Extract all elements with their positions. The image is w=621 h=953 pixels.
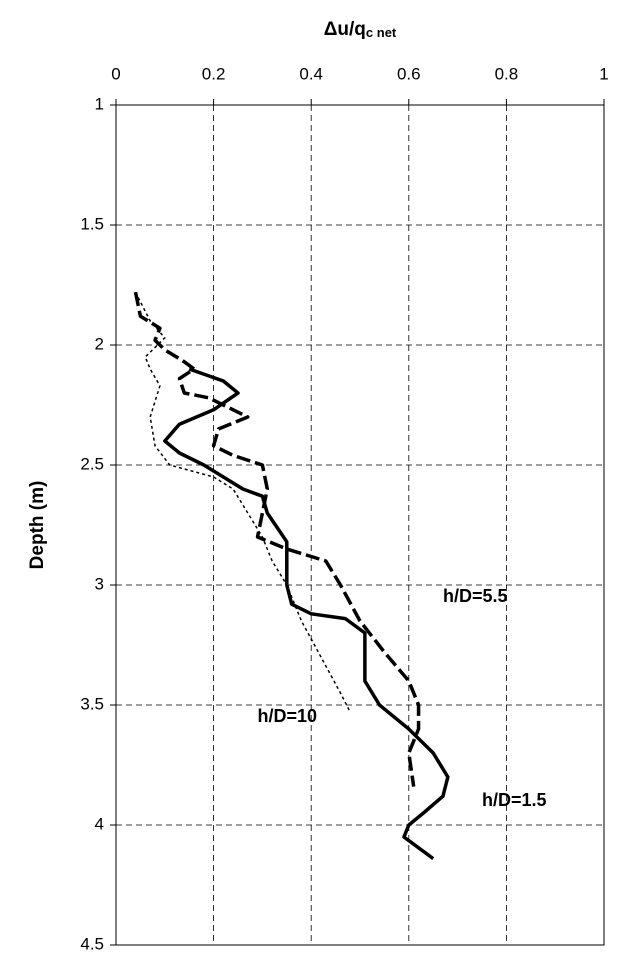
title-main: Δu/q bbox=[324, 19, 366, 40]
data-line bbox=[133, 291, 421, 787]
y-axis-label: Depth (m) bbox=[27, 481, 48, 570]
series-label: h/D=10 bbox=[258, 706, 318, 726]
y-tick-label: 2 bbox=[95, 334, 104, 353]
series-label: h/D=1.5 bbox=[482, 790, 547, 810]
y-tick-label: 2.5 bbox=[80, 454, 104, 473]
x-tick-label: 0.6 bbox=[397, 64, 421, 83]
data-line bbox=[163, 367, 450, 861]
data-line bbox=[134, 291, 351, 713]
x-tick-label: 1 bbox=[599, 64, 608, 83]
y-tick-label: 1 bbox=[95, 94, 104, 113]
title-subscript: c net bbox=[366, 25, 397, 40]
x-tick-label: 0.2 bbox=[202, 64, 226, 83]
y-tick-label: 3 bbox=[95, 574, 104, 593]
x-tick-label: 0.4 bbox=[299, 64, 323, 83]
y-tick-label: 1.5 bbox=[80, 214, 104, 233]
plot-frame bbox=[115, 104, 605, 946]
x-tick-label: 0.8 bbox=[495, 64, 519, 83]
series-label: h/D=5.5 bbox=[443, 586, 508, 606]
chart-title: Δu/qc net bbox=[324, 19, 397, 40]
x-tick-label: 0 bbox=[111, 64, 120, 83]
y-tick-label: 3.5 bbox=[80, 694, 104, 713]
y-tick-label: 4 bbox=[95, 814, 104, 833]
y-tick-label: 4.5 bbox=[80, 934, 104, 953]
